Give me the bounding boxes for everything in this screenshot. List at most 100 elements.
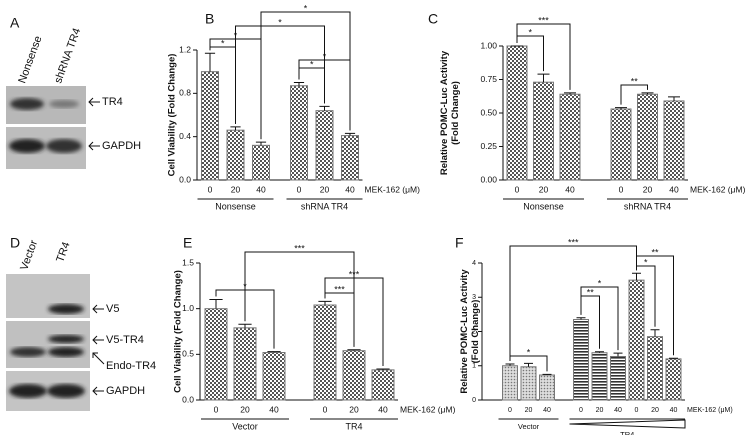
x-axis-label: MEK-162 (μM)	[400, 404, 456, 414]
bar	[371, 369, 395, 401]
significance-bracket	[244, 251, 355, 347]
bar	[533, 81, 554, 181]
panel-letter: C	[428, 11, 438, 27]
y-axis-label: (Fold Change)	[470, 300, 481, 364]
bar	[665, 358, 682, 401]
bar	[226, 129, 245, 181]
bar	[610, 108, 632, 181]
y-tick-label: 0.50	[480, 107, 497, 117]
bar	[647, 336, 663, 401]
x-axis-label: MEK-162 (μM)	[690, 184, 746, 194]
x-tick-label: 40	[269, 404, 279, 414]
panel-letter: A	[10, 15, 20, 31]
significance-bracket	[324, 292, 355, 347]
arrow	[92, 352, 105, 365]
band	[48, 304, 84, 314]
error-bar	[613, 352, 623, 357]
error-bar	[595, 351, 604, 353]
error-bar	[267, 351, 281, 353]
group-label: shRNA TR4	[301, 201, 348, 211]
x-axis-label: MEK-162 (μM)	[365, 184, 421, 194]
arrow	[92, 335, 104, 345]
band-label: V5-TR4	[106, 334, 144, 346]
error-bar	[576, 317, 586, 320]
bar	[290, 85, 308, 181]
y-axis-label: Cell Viability (Fold Change)	[167, 54, 178, 177]
panel-letter: E	[183, 235, 192, 251]
error-bar	[209, 299, 223, 309]
x-tick-label: 0	[579, 407, 583, 414]
significance-bracket	[324, 277, 384, 366]
x-tick-label: 0	[635, 407, 639, 414]
x-tick-label: 40	[345, 184, 355, 194]
band	[10, 98, 44, 110]
band-label: GAPDH	[102, 140, 141, 152]
x-tick-label: 0	[214, 404, 219, 414]
band	[47, 384, 85, 398]
y-tick-label: 0.25	[480, 141, 497, 151]
panel-letter: D	[10, 235, 20, 251]
band	[48, 347, 84, 357]
bar	[591, 352, 608, 401]
bar-chart: B Cell Viability (Fold Change)0.0 0.4 0.8 1.…	[167, 3, 421, 211]
x-tick-label: 0	[515, 184, 520, 194]
bar-chart: C Relative POMC-Luc Activity (Fold Change)…	[428, 11, 746, 212]
x-tick-label: 40	[256, 184, 266, 194]
bar	[341, 135, 359, 181]
x-tick-label: 20	[349, 404, 359, 414]
y-tick-label: 0.75	[480, 74, 497, 84]
significance-label: ***	[294, 243, 305, 253]
y-axis-label: Relative POMC-Luc Activity	[459, 269, 470, 394]
error-bar	[524, 362, 533, 367]
bar-chart: E Cell Viability (Fold Change)0.0 0.5 1.0 1.…	[173, 235, 456, 432]
x-tick-label: 20	[651, 407, 659, 414]
significance-bracket	[516, 35, 544, 72]
significance-label: *	[310, 59, 314, 69]
dose-wedge	[569, 419, 686, 429]
significance-bracket	[516, 23, 571, 90]
panel-letter: B	[205, 11, 214, 27]
group-label: shRNA TR4	[624, 201, 671, 211]
band	[9, 139, 45, 153]
bar	[637, 93, 658, 181]
error-bar	[632, 272, 641, 281]
band	[49, 100, 79, 108]
y-tick-label: 0	[472, 397, 476, 404]
significance-label: *	[598, 278, 602, 288]
x-tick-label: 0	[323, 404, 328, 414]
band-label: Endo-TR4	[106, 360, 156, 372]
error-bar	[537, 73, 550, 83]
bar	[506, 45, 528, 181]
bar	[610, 356, 626, 401]
band-label: GAPDH	[106, 385, 145, 397]
significance-bracket	[620, 84, 648, 105]
error-bar	[505, 363, 515, 366]
error-bar	[255, 141, 267, 146]
y-tick-label: 0.5	[182, 349, 194, 359]
y-axis-label: Relative POMC-Luc Activity	[439, 50, 450, 175]
y-tick-label: 3	[472, 294, 476, 301]
significance-label: **	[587, 287, 595, 297]
band	[10, 347, 46, 357]
x-tick-label: 40	[670, 407, 678, 414]
lane-label: Nonsense	[16, 34, 44, 85]
y-tick-label: 1.0	[182, 303, 194, 313]
x-tick-label: 20	[596, 407, 604, 414]
error-bar	[542, 373, 552, 375]
significance-label: **	[651, 247, 659, 257]
bar	[502, 365, 518, 401]
arrow	[92, 386, 104, 396]
bar	[315, 110, 334, 181]
bar	[313, 304, 337, 401]
significance-label: *	[528, 27, 532, 37]
lane-label: TR4	[54, 240, 72, 264]
lane-label: Vector	[18, 238, 40, 272]
significance-label: ***	[568, 237, 579, 247]
group-label: TR4	[620, 430, 634, 435]
band-label: V5	[106, 303, 119, 315]
y-axis-label: Cell Viability (Fold Change)	[173, 270, 184, 393]
significance-label: *	[221, 38, 225, 48]
error-bar	[318, 300, 332, 306]
error-bar	[564, 92, 576, 95]
y-tick-label: 2	[472, 328, 476, 335]
